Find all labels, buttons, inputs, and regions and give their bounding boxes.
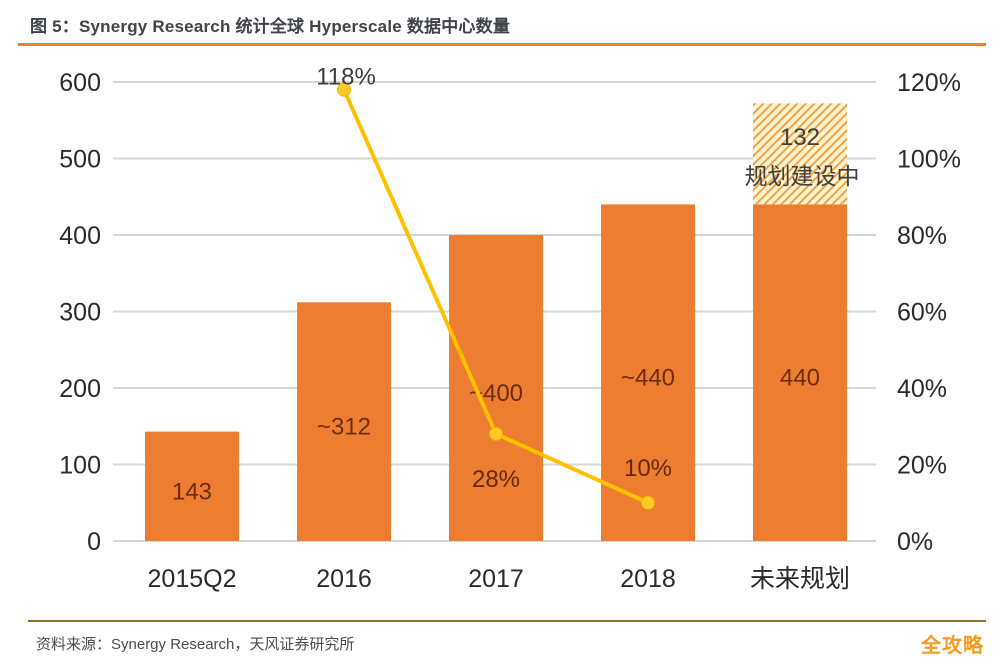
brand-logo: 全攻略 (921, 635, 984, 657)
bar-未来规划 (753, 204, 847, 541)
y-axis-right-tick-label: 40% (897, 375, 947, 403)
y-axis-right-tick-label: 120% (897, 69, 961, 97)
line-marker (641, 495, 655, 510)
category-label-2015Q2: 2015Q2 (148, 565, 237, 593)
bar-value-label: 440 (780, 365, 820, 392)
bar-2018 (601, 204, 695, 541)
line-value-label: 10% (624, 455, 672, 482)
bar-value-label: ~312 (317, 414, 371, 441)
y-axis-left-tick-label: 500 (59, 146, 101, 174)
line-value-label: 28% (472, 466, 520, 493)
footer-divider (28, 620, 986, 622)
source-text: 资料来源：Synergy Research，天风证券研究所 (36, 636, 355, 653)
category-label-未来规划: 未来规划 (750, 565, 850, 593)
title-underline (18, 43, 986, 46)
hatched-planned-bar (753, 103, 847, 205)
bar-2016 (297, 302, 391, 541)
planned-value-label: 132 (780, 124, 820, 151)
category-label-2016: 2016 (316, 565, 372, 593)
bar-value-label: ~440 (621, 365, 675, 392)
category-label-2017: 2017 (468, 565, 524, 593)
bar-2017 (449, 235, 543, 541)
category-label-2018: 2018 (620, 565, 676, 593)
y-axis-left-tick-label: 0 (87, 528, 101, 556)
figure-title: 图 5：Synergy Research 统计全球 Hyperscale 数据中… (30, 17, 511, 36)
planned-text-label: 规划建设中 (745, 163, 860, 189)
y-axis-left-tick-label: 600 (59, 69, 101, 97)
y-axis-left-tick-label: 100 (59, 452, 101, 480)
y-axis-right-tick-label: 60% (897, 299, 947, 327)
y-axis-left-tick-label: 200 (59, 375, 101, 403)
line-marker (337, 82, 351, 97)
line-value-label: 118% (316, 64, 376, 91)
bar-value-label: 143 (172, 478, 212, 505)
y-axis-left-tick-label: 400 (59, 222, 101, 250)
line-marker (489, 426, 503, 441)
y-axis-right-tick-label: 0% (897, 528, 933, 556)
bar-2015Q2 (145, 431, 239, 541)
y-axis-right-tick-label: 100% (897, 146, 961, 174)
y-axis-right-tick-label: 80% (897, 222, 947, 250)
y-axis-left-tick-label: 300 (59, 299, 101, 327)
y-axis-right-tick-label: 20% (897, 452, 947, 480)
